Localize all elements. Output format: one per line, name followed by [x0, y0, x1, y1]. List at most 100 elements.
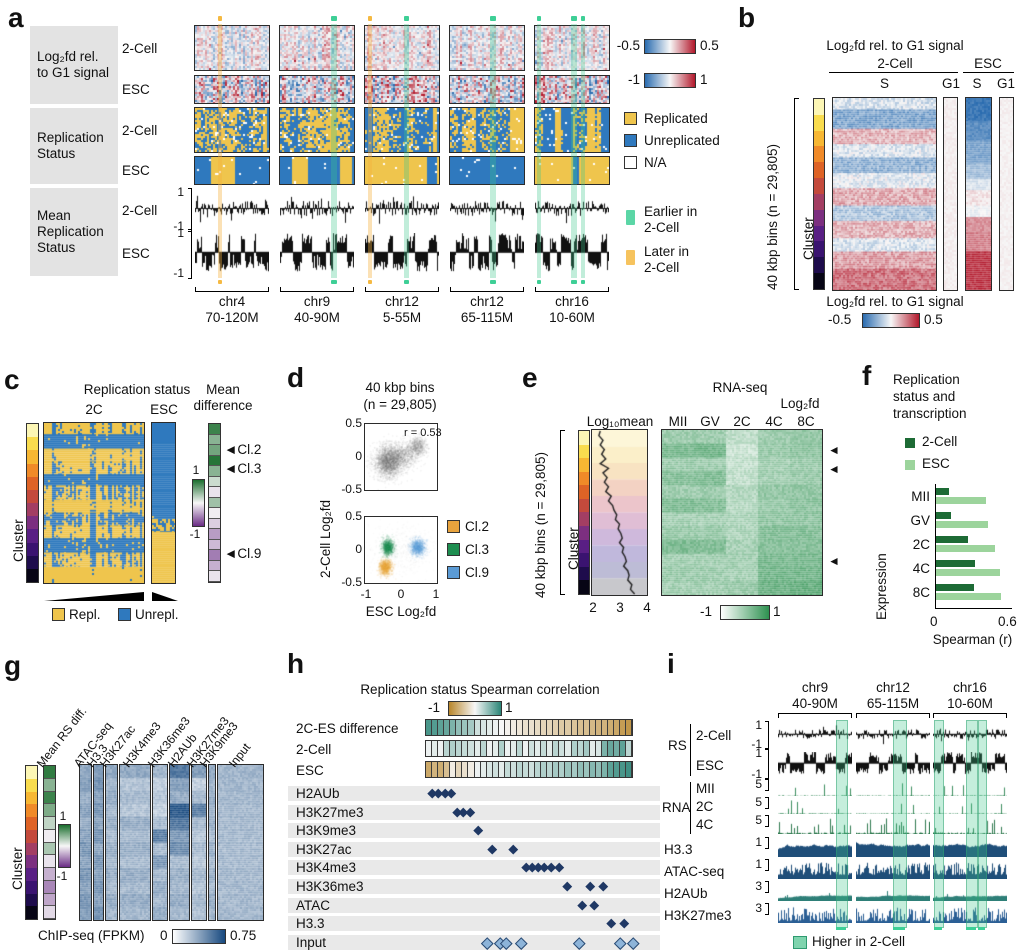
rna-group-line [690, 782, 692, 834]
panel-d-density-scatter [364, 423, 438, 491]
panel-h-strip-0 [425, 719, 633, 736]
mean-rs-track [365, 192, 439, 228]
panel-h-row-band [288, 841, 660, 857]
panel-i-range: 10-60M [947, 696, 993, 711]
panel-i-scale-min: -1 [751, 767, 762, 781]
track-h33-chr9 [778, 840, 852, 857]
cluster-colorbar [25, 765, 38, 920]
cbar-min-label: -1 [627, 72, 640, 87]
highlight-mark-green [490, 16, 496, 21]
strip-cell [474, 741, 481, 756]
panel-i-highlight-band [893, 720, 907, 928]
strip-cell [529, 720, 536, 735]
panel-f-xaxis [935, 608, 1012, 610]
strip-cell [613, 762, 620, 777]
panel-a-row-label: ESC [122, 163, 150, 178]
track-atac-seq-chr16 [933, 862, 1007, 879]
strip-cell [426, 720, 433, 735]
cluster-band [26, 817, 37, 830]
mean-diff-cell [209, 476, 220, 488]
panel-i-group-rs: RS [668, 738, 687, 753]
cluster-band [814, 99, 824, 115]
strip-cell [626, 741, 633, 756]
replication-heatmap [194, 156, 270, 185]
panel-i-scale-bracket [765, 859, 769, 871]
strip-cell [480, 741, 487, 756]
panel-d-xlabel: ESC Log₂fd [365, 604, 437, 619]
strip-cell [577, 741, 584, 756]
panel-g-heatmap-h2aub [169, 764, 190, 921]
cluster-band [814, 225, 824, 242]
status-legend-label: Replicated [644, 111, 708, 126]
strip-cell [504, 741, 511, 756]
panel-b-ylabel: 40 kbp bins (n = 29,805) [765, 144, 780, 290]
track-2-cell-chr16 [933, 724, 1007, 746]
strip-cell [456, 720, 463, 735]
panel-i-scale: 5 [755, 813, 762, 827]
strip-cell [426, 762, 433, 777]
panel-d-ytick: -0.5 [341, 575, 362, 589]
panel-c-legend-swatch [118, 608, 131, 621]
strip-cell [529, 762, 536, 777]
panel-h-strip-label: 2C-ES difference [296, 721, 399, 736]
panel-b-colorbar [862, 313, 920, 328]
mean-rs-cell [44, 893, 55, 907]
panel-d-ytick: 0 [355, 542, 362, 556]
panel-i-scale-bracket [765, 779, 769, 791]
panel-i-row-mii: MII [696, 781, 715, 796]
panel-g-heatmap-h3k36me3 [152, 764, 168, 921]
cluster-band [27, 489, 38, 504]
panel-c-legend-swatch [52, 608, 65, 621]
spearman-colorbar [448, 701, 502, 716]
mean-diff-cell [209, 518, 220, 530]
cluster-band [26, 791, 37, 805]
highlight-mark-green [490, 280, 496, 284]
mean-rs-track [195, 192, 269, 228]
strip-cell [613, 741, 620, 756]
strip-cell [523, 741, 530, 756]
mean-rs-track [535, 233, 609, 275]
cluster-band [26, 804, 37, 817]
strip-cell [547, 741, 554, 756]
cluster-band [814, 114, 824, 131]
panel-b-sub-s: S [972, 76, 982, 91]
cluster-band [27, 503, 38, 517]
panel-f-ylabel: Expression [874, 553, 889, 620]
cluster-band [27, 542, 38, 556]
panel-a-col-bracket [195, 287, 269, 292]
panel-e-colorbar [720, 605, 770, 620]
panel-h-row-band [288, 934, 660, 950]
cluster-band [27, 437, 38, 451]
panel-d-ytick: 0.5 [345, 416, 362, 430]
panel-g-cbar-min: -1 [56, 869, 68, 883]
panel-b-cbar-min: -0.5 [828, 312, 852, 327]
panel-i-scale-bracket [765, 881, 769, 893]
strip-cell [571, 720, 578, 735]
strip-cell [547, 720, 554, 735]
strip-cell [480, 762, 487, 777]
panel-b-bracket [794, 98, 799, 290]
panel-a-axis-max: 1 [177, 185, 184, 199]
log2fd-heatmap [449, 75, 525, 104]
panel-h-row-label-h3k9me3: H3K9me3 [296, 823, 357, 839]
cluster-band [579, 526, 589, 540]
highlight-mark-green [403, 280, 410, 284]
panel-f-cat-label: 4C [912, 561, 930, 576]
panel-e-letter: e [522, 362, 538, 393]
cluster-band [814, 257, 824, 274]
highlight-band-green [571, 24, 578, 278]
cluster-band [579, 485, 589, 499]
highlight-mark-green [581, 16, 586, 21]
panel-a-range: 5-55M [382, 310, 422, 325]
highlight-mark-orange [217, 280, 223, 284]
panel-d-ytick: -0.5 [341, 482, 362, 496]
panel-e-col-gv: GV [700, 414, 720, 429]
cluster-band [27, 450, 38, 464]
track-2c-chr9 [778, 800, 852, 814]
cluster-band [579, 444, 589, 459]
highlight-band-green [403, 24, 410, 278]
panel-g-heatmap-h3k27ac [105, 764, 118, 921]
highlight-band-green [537, 24, 542, 278]
status-legend-label: N/A [644, 155, 667, 170]
